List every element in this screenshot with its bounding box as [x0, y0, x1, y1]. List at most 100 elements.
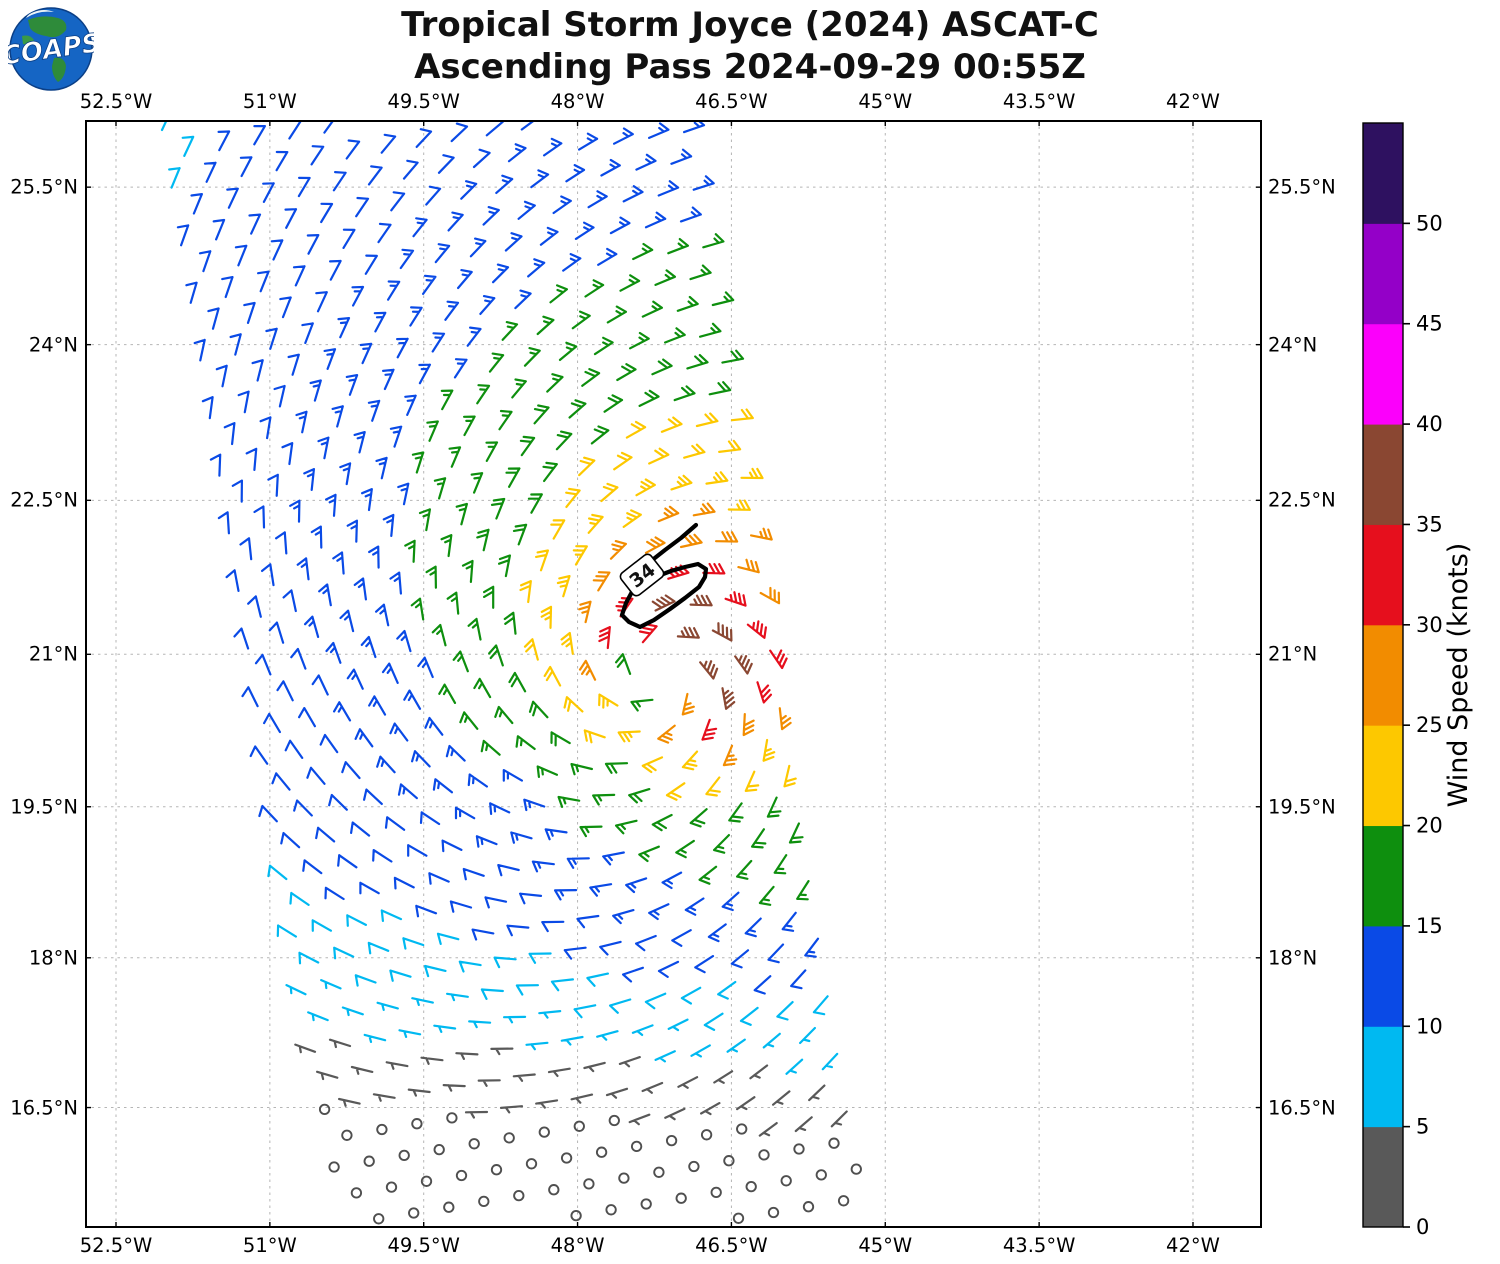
x-tick-label-bottom: 48°W [550, 1234, 605, 1257]
calm-wind-circle [433, 1143, 445, 1156]
x-tick-label-top: 42°W [1166, 90, 1220, 113]
calm-wind-circle [328, 1161, 340, 1173]
calm-wind-circle [455, 1169, 468, 1182]
logo-land-south [52, 57, 66, 82]
colorbar-tick-label: 45 [1416, 312, 1443, 336]
calm-wind-circle [608, 1114, 620, 1127]
logo-land-north [28, 16, 67, 38]
colorbar-segments [1363, 123, 1403, 1228]
colorbar-tick-label: 50 [1416, 211, 1443, 235]
calm-wind-circle [373, 1213, 385, 1225]
y-tick-label-left: 18°N [28, 946, 78, 970]
x-tick-label-top: 49.5°W [387, 90, 460, 113]
calm-wind-circle [732, 1212, 745, 1224]
colorbar-segment-30-35kt [1363, 524, 1403, 626]
colorbar: 0 5 10 15 20 25 30 35 40 45 50 Wind Speed (knots) [1362, 122, 1474, 1239]
colorbar-segment-15-20kt [1363, 825, 1403, 927]
x-tick-label-top: 51°W [242, 90, 297, 113]
y-tick-label-left: 19.5°N [10, 795, 78, 819]
y-tick-label-right: 25.5°N [1268, 175, 1336, 199]
x-tick-label-bottom: 49.5°W [387, 1234, 460, 1257]
x-tick-label-bottom: 51°W [242, 1234, 297, 1257]
x-tick-label-top: 46.5°W [695, 90, 768, 113]
wind-barb-field [160, 120, 848, 1137]
calm-wind-circle [723, 1155, 735, 1167]
colorbar-segment-10-15kt [1363, 925, 1403, 1027]
wind-barbs-bin-15-20kt [404, 233, 810, 906]
colorbar-tick-label: 5 [1416, 1115, 1429, 1139]
calm-wind-circle [490, 1164, 503, 1176]
x-tick-label-bottom: 52.5°W [79, 1234, 153, 1257]
y-tick-label-left: 22.5°N [10, 488, 78, 512]
calm-wind-circle [411, 1118, 423, 1130]
calm-wind-circle [595, 1146, 608, 1158]
colorbar-tick-label: 35 [1416, 512, 1443, 536]
colorbar-tick-label: 10 [1416, 1014, 1443, 1038]
colorbar-segment-45-50kt [1363, 223, 1403, 325]
calm-wind-circle [802, 1201, 815, 1213]
y-tick-label-right: 16.5°N [1268, 1096, 1336, 1120]
y-tick-label-left: 21°N [28, 642, 78, 666]
calm-wind-circle [446, 1112, 458, 1124]
logo-land-west [22, 35, 34, 45]
x-tick-label-top: 52.5°W [79, 90, 153, 113]
calm-wind-circle [828, 1137, 840, 1149]
contour-34kt-label: 34 [619, 553, 665, 597]
calm-wind-circle [468, 1138, 480, 1150]
calm-wind-circle [503, 1132, 515, 1144]
calm-wind-circle [837, 1195, 850, 1207]
calm-wind-circle [688, 1160, 700, 1173]
calm-wind-circle [583, 1178, 595, 1190]
wind-barbs-bin-0-5kt [294, 1038, 848, 1137]
calm-wind-circle [736, 1123, 748, 1135]
calm-wind-circle [758, 1149, 770, 1161]
colorbar-title: Wind Speed (knots) [1443, 543, 1474, 808]
page-title: Tropical Storm Joyce (2024) ASCAT-C [401, 5, 1099, 45]
calm-wind-circle [570, 1209, 582, 1222]
colorbar-segment-35-40kt [1363, 424, 1403, 525]
plot-border [85, 120, 1262, 1228]
wind-barbs-bin-10-15kt [176, 120, 820, 995]
calm-wind-circle [478, 1195, 490, 1208]
colorbar-tick-label: 30 [1416, 613, 1443, 637]
y-tick-label-right: 22.5°N [1268, 488, 1336, 512]
calm-wind-circle [420, 1175, 433, 1187]
calm-wind-circle [443, 1201, 455, 1213]
calm-wind-circle [815, 1169, 827, 1181]
wind-barbs-bin-35-40kt [651, 594, 753, 710]
wind-barbs-bin-25-30kt [578, 502, 792, 767]
calm-wind-circle [850, 1163, 862, 1175]
calm-wind-circle [376, 1123, 388, 1136]
calm-wind-circle [618, 1172, 630, 1184]
wind-map-plot: 34 [85, 120, 1262, 1228]
calm-wind-circle [398, 1149, 410, 1162]
calm-wind-circle [341, 1129, 353, 1141]
calm-wind-circle [640, 1198, 652, 1210]
calm-wind-circle [513, 1189, 525, 1202]
x-tick-label-top: 43.5°W [1002, 90, 1076, 113]
calm-wind-circle [780, 1175, 792, 1187]
calm-wind-circle [767, 1206, 780, 1219]
x-tick-label-bottom: 43.5°W [1002, 1234, 1076, 1257]
calm-wind-circle [385, 1181, 398, 1193]
calm-circles-layer [318, 1103, 862, 1225]
calm-wind-circle [548, 1184, 560, 1196]
contour-label-box [619, 553, 665, 597]
colorbar-tick-label: 20 [1416, 814, 1443, 838]
logo-cloud [26, 10, 54, 18]
calm-wind-circle [560, 1152, 573, 1164]
y-tick-label-right: 19.5°N [1268, 795, 1336, 819]
colorbar-segment-40-45kt [1363, 323, 1403, 425]
y-tick-label-right: 24°N [1268, 333, 1318, 357]
x-tick-label-top: 48°W [550, 90, 605, 113]
colorbar-segment-25-30kt [1363, 624, 1403, 726]
x-tick-label-bottom: 45°W [858, 1234, 913, 1257]
calm-wind-circle [665, 1134, 678, 1147]
axis-ticks [85, 120, 1262, 1228]
x-tick-label-top: 45°W [858, 90, 913, 113]
colorbar-segment-50-55kt [1363, 123, 1403, 224]
calm-wind-circle [408, 1207, 420, 1219]
x-tick-label-bottom: 46.5°W [695, 1234, 768, 1257]
y-tick-label-left: 16.5°N [10, 1096, 78, 1120]
